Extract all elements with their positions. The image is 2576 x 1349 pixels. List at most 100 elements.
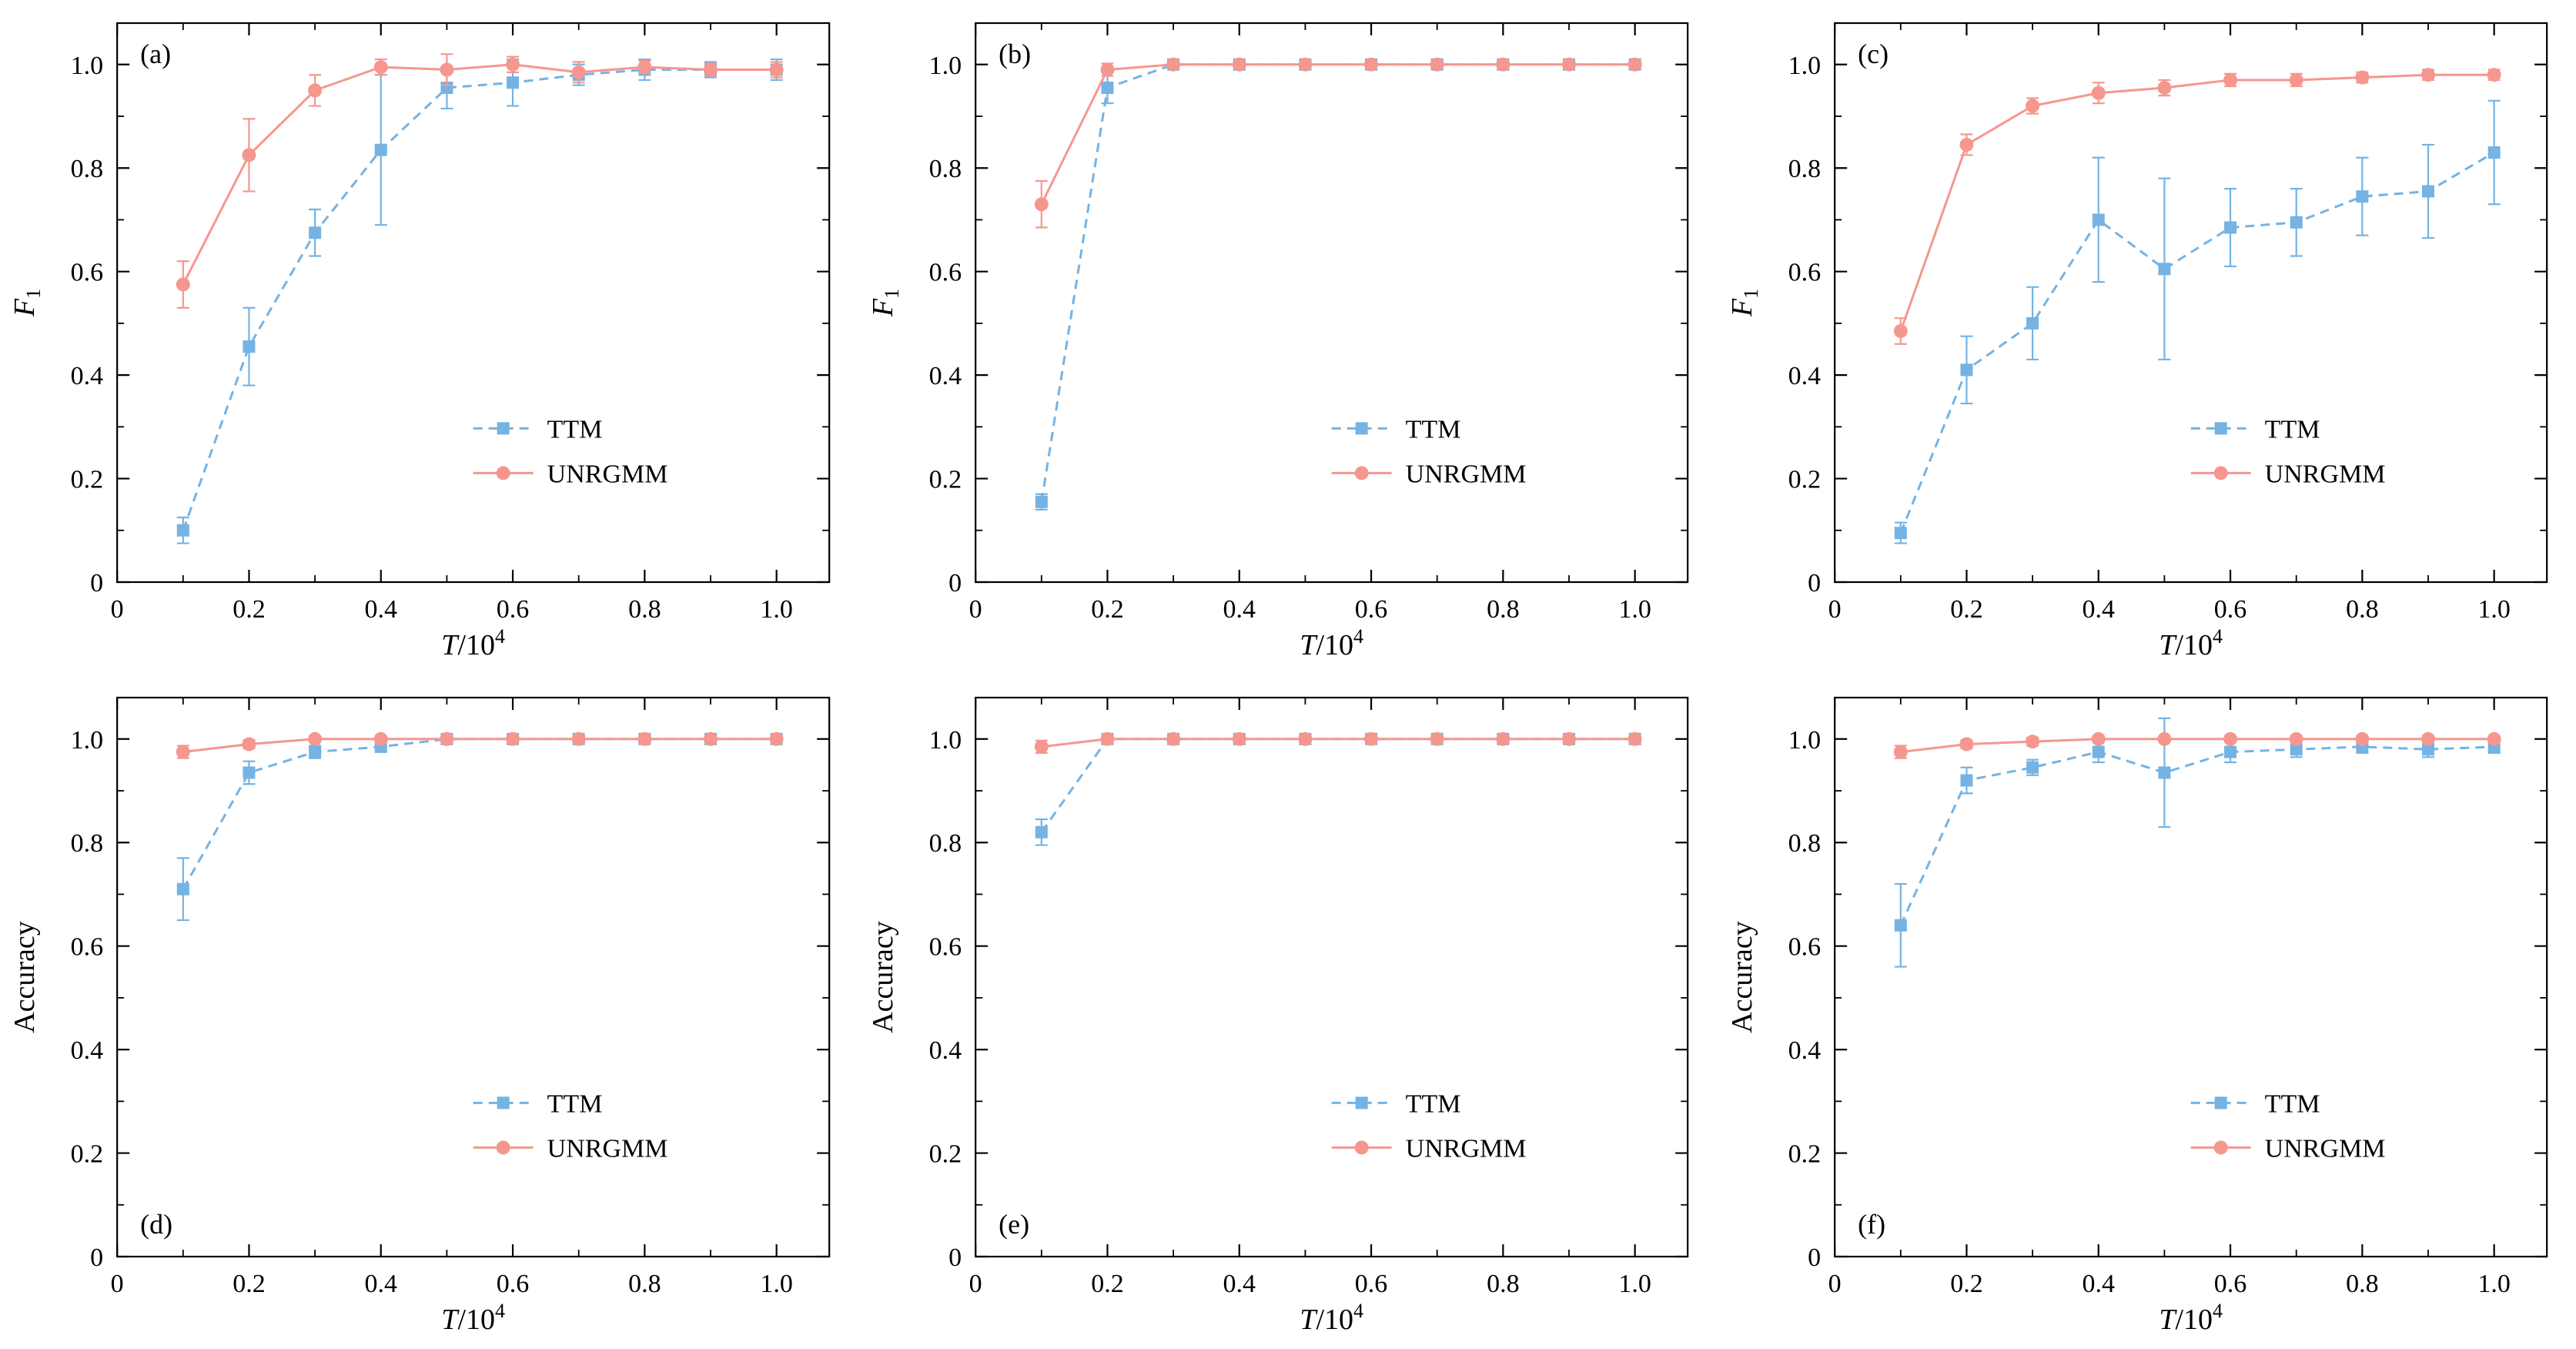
- legend-item-unrgmm: UNRGMM: [473, 1134, 667, 1163]
- x-tick-label: 0.8: [1487, 1270, 1520, 1298]
- marker-unrgmm: [637, 60, 652, 75]
- y-tick-label: 1.0: [71, 52, 104, 80]
- marker-unrgmm: [1233, 731, 1247, 746]
- x-tick-label: 1.0: [760, 595, 793, 624]
- marker-ttm: [2026, 761, 2039, 774]
- x-tick-label: 0.4: [2082, 1270, 2115, 1298]
- y-tick-label: 0: [948, 569, 962, 598]
- x-tick-label: 0.4: [365, 595, 398, 624]
- marker-unrgmm: [769, 731, 784, 746]
- series-ttm: [176, 58, 783, 544]
- y-tick-label: 0: [948, 1244, 962, 1272]
- marker-ttm: [507, 76, 520, 89]
- series-line-ttm: [182, 738, 777, 890]
- legend-label: UNRGMM: [2264, 1134, 2385, 1163]
- marker-ttm: [1894, 919, 1907, 932]
- y-tick-label: 0.2: [71, 1140, 104, 1169]
- y-axis-label: Accuracy: [8, 921, 41, 1033]
- series-unrgmm: [176, 53, 784, 309]
- legend-marker-ttm: [2214, 422, 2227, 435]
- marker-unrgmm: [1100, 62, 1115, 77]
- series-ttm: [176, 732, 783, 922]
- x-tick-label: 0.6: [1355, 595, 1388, 624]
- x-tick-label: 0: [969, 595, 982, 624]
- marker-unrgmm: [703, 62, 718, 77]
- marker-ttm: [2092, 213, 2105, 226]
- marker-unrgmm: [1893, 745, 1908, 759]
- marker-unrgmm: [176, 745, 190, 759]
- marker-unrgmm: [2487, 731, 2501, 746]
- panel-label: (b): [999, 38, 1031, 69]
- series-line-unrgmm: [182, 738, 777, 754]
- series-line-ttm: [1899, 745, 2494, 926]
- x-tick-label: 0: [1828, 595, 1841, 624]
- legend-item-ttm: TTM: [1331, 1090, 1461, 1118]
- marker-unrgmm: [2355, 70, 2370, 85]
- marker-unrgmm: [373, 731, 388, 746]
- x-tick-label: 0.2: [1950, 595, 1983, 624]
- marker-unrgmm: [1100, 731, 1115, 746]
- marker-unrgmm: [1496, 731, 1510, 746]
- marker-unrgmm: [1562, 731, 1577, 746]
- marker-unrgmm: [571, 731, 586, 746]
- legend-label: UNRGMM: [1406, 1134, 1527, 1163]
- x-tick-label: 0.4: [1223, 595, 1256, 624]
- legend-label: TTM: [2264, 415, 2320, 444]
- y-tick-label: 0.2: [1788, 466, 1821, 494]
- panel-label: (e): [999, 1209, 1029, 1240]
- marker-ttm: [2290, 216, 2303, 229]
- marker-unrgmm: [571, 65, 586, 79]
- series-line-ttm: [1040, 63, 1635, 503]
- legend-item-ttm: TTM: [2190, 415, 2320, 444]
- series-line-ttm: [182, 69, 777, 531]
- y-tick-label: 0.4: [71, 362, 104, 390]
- x-tick-label: 0.8: [2346, 1270, 2379, 1298]
- legend-label: TTM: [547, 1090, 603, 1118]
- chart-panel-f: 0 0.2 0.4 0.6 0.8 1.0 0 0.2 0.4 0.6 0.8 1.0 T/104 Acc…: [1726, 696, 2548, 1336]
- panel-label: (d): [140, 1209, 172, 1240]
- legend-item-ttm: TTM: [2190, 1090, 2320, 1118]
- series-ttm: [1894, 717, 2501, 968]
- x-tick-label: 0.8: [2346, 595, 2379, 624]
- x-tick-label: 1.0: [2477, 1270, 2511, 1298]
- marker-unrgmm: [1430, 731, 1445, 746]
- marker-unrgmm: [1298, 57, 1313, 72]
- y-tick-label: 0.4: [1788, 362, 1821, 390]
- x-tick-label: 0.6: [497, 1270, 530, 1298]
- legend-marker-ttm: [1355, 1096, 1368, 1110]
- axes-box: [1833, 696, 2548, 1258]
- legend-marker-unrgmm: [496, 1140, 510, 1155]
- marker-ttm: [1894, 527, 1907, 540]
- series-line-unrgmm: [1041, 738, 1635, 748]
- axes-box: [116, 696, 831, 1258]
- marker-unrgmm: [2025, 735, 2039, 749]
- marker-ttm: [176, 524, 189, 537]
- y-tick-label: 0.2: [1788, 1140, 1821, 1169]
- x-tick-label: 1.0: [760, 1270, 793, 1298]
- marker-unrgmm: [2157, 81, 2172, 95]
- marker-unrgmm: [1893, 323, 1908, 338]
- y-tick-label: 1.0: [71, 726, 104, 755]
- marker-ttm: [1960, 774, 1973, 787]
- y-tick-label: 0.8: [1788, 155, 1821, 183]
- marker-unrgmm: [2487, 68, 2501, 82]
- marker-unrgmm: [2091, 85, 2106, 100]
- marker-unrgmm: [440, 731, 454, 746]
- marker-unrgmm: [242, 737, 256, 751]
- legend-marker-ttm: [2214, 1096, 2227, 1110]
- legend-marker-unrgmm: [2213, 1140, 2228, 1155]
- marker-ttm: [2026, 316, 2039, 330]
- y-tick-label: 0.8: [71, 829, 104, 858]
- y-tick-label: 0.2: [929, 1140, 962, 1169]
- y-tick-label: 1.0: [929, 52, 962, 80]
- series-line-ttm: [1899, 151, 2495, 534]
- series-unrgmm: [176, 731, 784, 759]
- panel-label: (c): [1858, 38, 1889, 69]
- marker-unrgmm: [637, 731, 652, 746]
- marker-ttm: [1101, 82, 1114, 95]
- axes-box: [975, 696, 1689, 1258]
- series-unrgmm: [1893, 68, 2501, 345]
- x-tick-label: 0.2: [1092, 1270, 1125, 1298]
- marker-unrgmm: [1364, 731, 1379, 746]
- x-tick-label: 0.2: [233, 595, 266, 624]
